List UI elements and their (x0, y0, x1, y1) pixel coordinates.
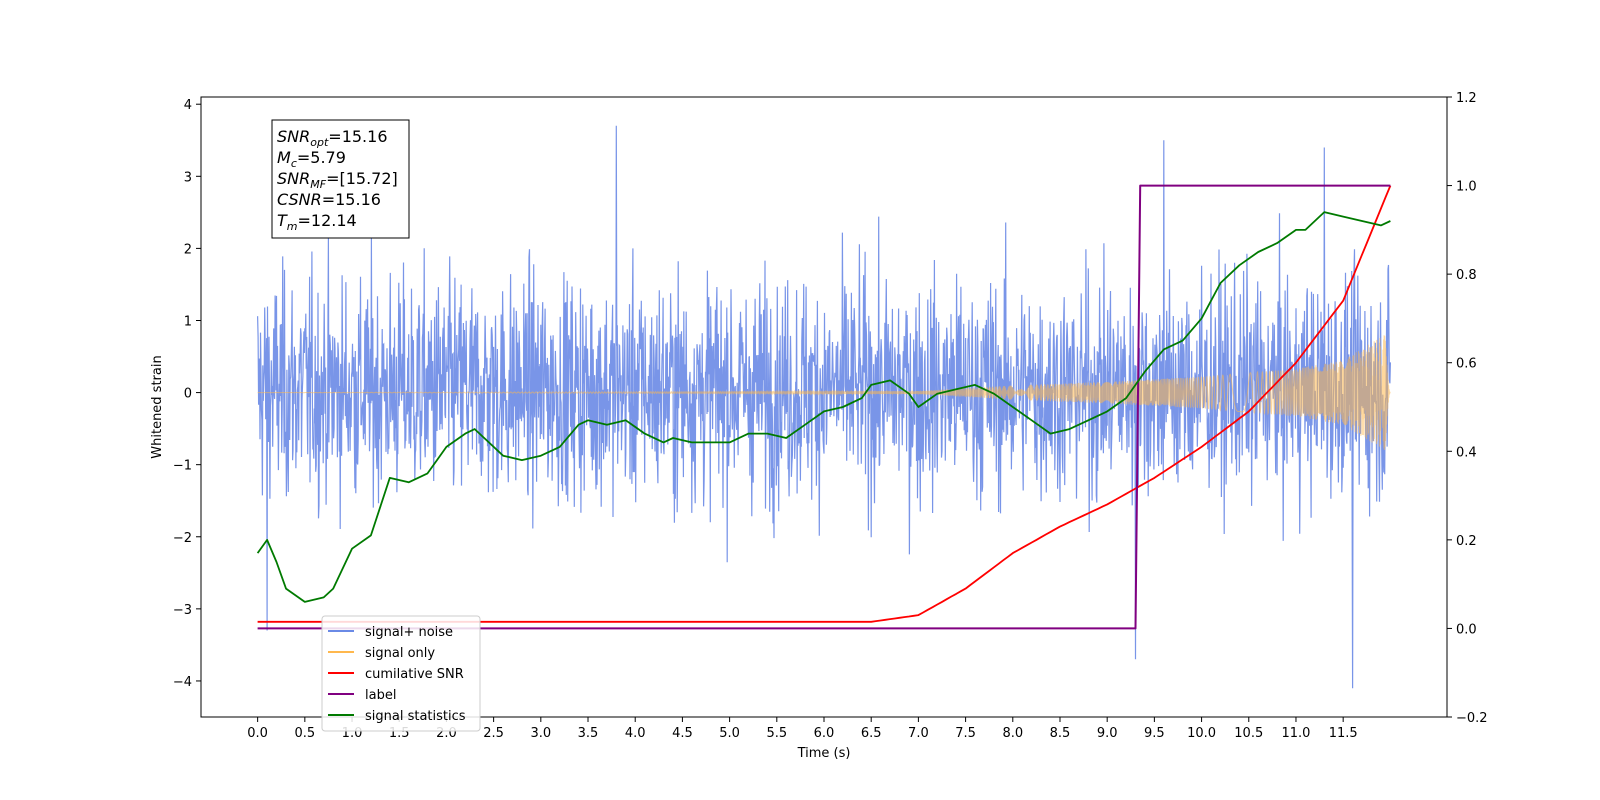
x-tick-label: 3.0 (530, 726, 551, 741)
series-signal-noise (257, 125, 1391, 689)
annotation-line: SNRopt=15.16 (277, 127, 388, 149)
y-tick-label: 4 (184, 98, 192, 113)
x-tick-label: 3.5 (578, 726, 599, 741)
x-tick-label: 6.5 (861, 726, 882, 741)
x-tick-label: 8.5 (1050, 726, 1071, 741)
y-tick-label: −2 (173, 531, 192, 546)
x-tick-label: 9.0 (1097, 726, 1118, 741)
x-tick-label: 11.5 (1329, 726, 1358, 741)
y-tick-label: 2 (184, 242, 192, 257)
annotation-box: SNRopt=15.16Mc=5.79SNRMF=[15.72]CSNR=15.… (271, 119, 410, 239)
y2-tick-label: 0.6 (1456, 357, 1477, 372)
annotation-line: Tm=12.14 (277, 211, 357, 233)
annotation-frame (271, 119, 410, 239)
y-tick-label: −3 (173, 603, 192, 618)
y2-tick-label: 0.4 (1456, 445, 1477, 460)
x-tick-label: 4.5 (672, 726, 693, 741)
legend-label: signal only (365, 646, 435, 661)
plot-area (256, 125, 1392, 689)
x-axis-label: Time (s) (797, 746, 851, 761)
series-signal-statistics (256, 211, 1391, 603)
y2-tick-label: −0.2 (1456, 711, 1488, 726)
x-tick-label: 4.0 (625, 726, 646, 741)
x-tick-label: 7.0 (908, 726, 929, 741)
x-tick-label: 9.5 (1144, 726, 1165, 741)
x-tick-label: 0.0 (247, 726, 268, 741)
legend-label: signal statistics (365, 709, 466, 724)
y-axis-label: Whitened strain (150, 355, 165, 458)
x-tick-label: 10.5 (1234, 726, 1263, 741)
x-tick-label: 11.0 (1281, 726, 1310, 741)
annotation-line: Mc=5.79 (277, 148, 346, 170)
legend-label: signal+ noise (365, 625, 453, 640)
y2-tick-label: 0.2 (1456, 534, 1477, 549)
x-tick-label: 2.5 (483, 726, 504, 741)
legend-label: cumilative SNR (365, 667, 464, 682)
y-tick-label: −1 (173, 459, 192, 474)
legend: signal+ noise signal only cumilative SNR la… (321, 615, 481, 732)
y-tick-label: 1 (184, 314, 192, 329)
legend-label: label (365, 688, 396, 703)
y-axis-right: 1.2 1.0 0.8 0.6 0.4 0.2 0.0 −0.2 (1447, 91, 1488, 726)
annotation-line: CSNR=15.16 (277, 190, 381, 209)
y-axis-left: 4 3 2 1 0 −1 −2 −3 −4 (173, 98, 201, 690)
x-tick-label: 5.5 (766, 726, 787, 741)
series-label (257, 184, 1391, 630)
x-tick-label: 7.5 (955, 726, 976, 741)
x-tick-label: 0.5 (294, 726, 315, 741)
series-signal-only (257, 335, 1391, 451)
legend-frame (321, 615, 481, 732)
x-tick-label: 6.0 (814, 726, 835, 741)
y2-tick-label: 1.0 (1456, 180, 1477, 195)
x-tick-label: 5.0 (719, 726, 740, 741)
y2-tick-label: 0.8 (1456, 268, 1477, 283)
y2-tick-label: 0.0 (1456, 622, 1477, 637)
x-tick-label: 10.0 (1187, 726, 1216, 741)
y-tick-label: 0 (184, 387, 192, 402)
y2-tick-label: 1.2 (1456, 91, 1477, 106)
annotation-line: SNRMF=[15.72] (277, 169, 398, 191)
y-tick-label: 3 (184, 170, 192, 185)
y-tick-label: −4 (173, 675, 192, 690)
x-tick-label: 8.0 (1002, 726, 1023, 741)
